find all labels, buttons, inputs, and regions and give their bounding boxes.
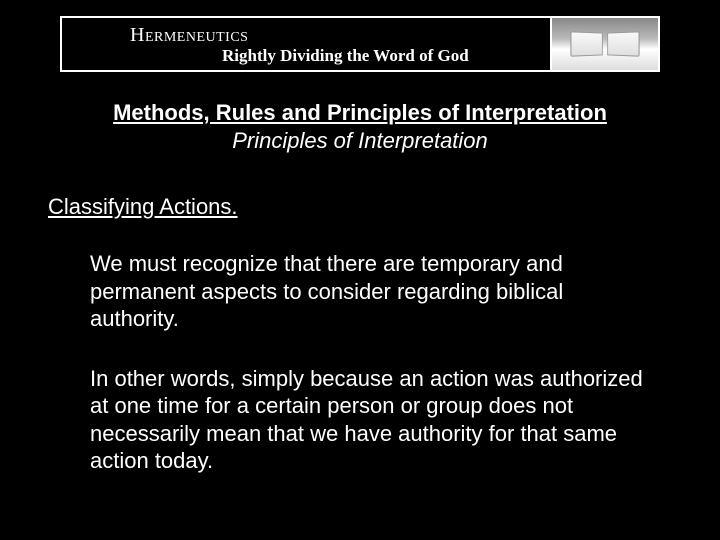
section-label: Classifying Actions. (48, 194, 672, 220)
paragraph-2: In other words, simply because an action… (90, 365, 652, 475)
paragraph-1: We must recognize that there are tempora… (90, 250, 652, 333)
header-image-area (550, 18, 658, 70)
header-subtitle: Rightly Dividing the Word of God (130, 46, 540, 66)
sub-heading: Principles of Interpretation (48, 128, 672, 154)
header-box: Hermeneutics Rightly Dividing the Word o… (60, 16, 660, 72)
open-bible-icon (570, 29, 640, 59)
header-text-area: Hermeneutics Rightly Dividing the Word o… (62, 18, 550, 70)
main-heading: Methods, Rules and Principles of Interpr… (48, 100, 672, 126)
header-title: Hermeneutics (130, 24, 540, 46)
content-area: Methods, Rules and Principles of Interpr… (0, 100, 720, 507)
